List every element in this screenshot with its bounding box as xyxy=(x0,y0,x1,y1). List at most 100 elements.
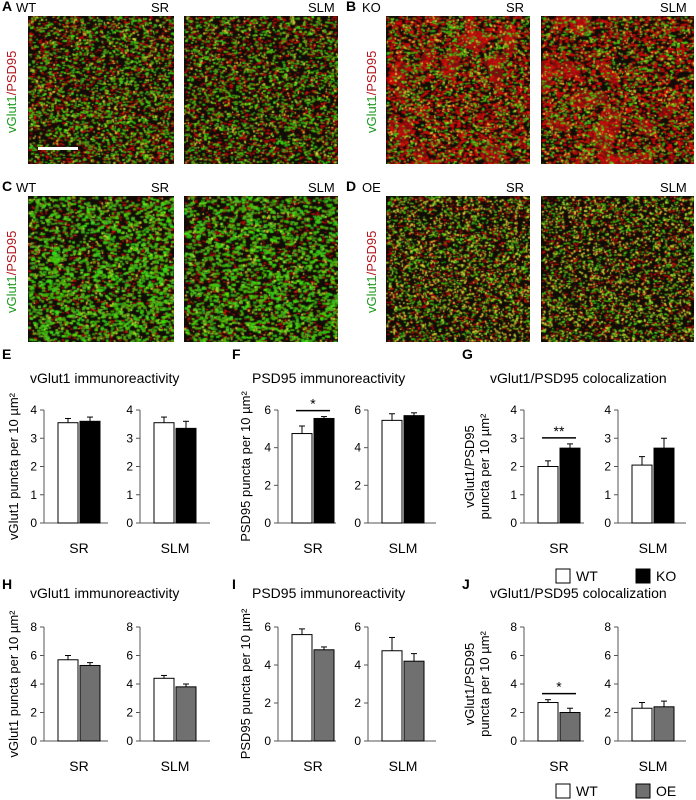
bar-h-1-1 xyxy=(175,686,197,742)
y-tick-label-h: 6 xyxy=(126,649,133,663)
bar-i-0-1 xyxy=(313,649,335,742)
micrograph-a-slm xyxy=(184,16,338,164)
panel-letter-b: B xyxy=(346,0,357,14)
x-group-label-j-0: SR xyxy=(549,758,568,774)
y-axis-label-g: vGlut1/PSD95 xyxy=(462,425,477,507)
y-tick-label-f: 6 xyxy=(264,403,271,417)
y-axis-label-h: vGlut1 puncta per 10 µm² xyxy=(6,610,21,758)
bar-j-0-0 xyxy=(537,702,559,742)
bar-g-1-0 xyxy=(631,464,653,524)
legend-label-ko: KO xyxy=(656,568,676,584)
y-tick-label-h: 4 xyxy=(126,677,133,691)
y-tick-label-f: 0 xyxy=(354,516,361,530)
y-tick-label-j: 0 xyxy=(604,734,611,748)
chart-title-f: PSD95 immunoreactivity xyxy=(252,370,405,386)
y-tick-label-i: 2 xyxy=(354,696,361,710)
bar-j-1-0 xyxy=(631,707,653,742)
significance-marker-f: * xyxy=(310,396,316,412)
y-tick-label-e: 0 xyxy=(126,516,133,530)
y-tick-label-i: 0 xyxy=(354,734,361,748)
y-tick-label-f: 6 xyxy=(354,403,361,417)
scale-bar xyxy=(38,147,78,150)
bar-e-1-0 xyxy=(153,422,175,524)
y-axis-label-f: PSD95 puncta per 10 µm² xyxy=(238,391,253,542)
y-tick-label-g: 4 xyxy=(510,403,517,417)
y-tick-label-j: 8 xyxy=(510,620,517,634)
y-tick-label-g: 0 xyxy=(604,516,611,530)
bar-i-1-1 xyxy=(403,660,425,742)
chart-title-j: vGlut1/PSD95 colocalization xyxy=(490,585,667,601)
y-tick-label-h: 0 xyxy=(30,734,37,748)
panel-letter-d: D xyxy=(346,178,357,194)
y-tick-label-e: 3 xyxy=(126,431,133,445)
x-group-label-j-1: SLM xyxy=(639,758,668,774)
y-tick-label-f: 4 xyxy=(354,441,361,455)
x-group-label-i-0: SR xyxy=(303,758,322,774)
x-group-label-f-1: SLM xyxy=(389,540,418,556)
micrograph-d-slm xyxy=(541,196,694,342)
legend-swatch-ko xyxy=(635,568,651,584)
y-tick-label-h: 4 xyxy=(30,677,37,691)
y-axis-label-e: vGlut1 puncta per 10 µm² xyxy=(6,392,21,540)
y-tick-label-e: 1 xyxy=(126,488,133,502)
y-tick-label-j: 4 xyxy=(604,677,611,691)
bar-f-0-1 xyxy=(313,417,335,524)
panel-c-genotype: WT xyxy=(16,180,37,195)
legend-swatch-wt-oe xyxy=(555,783,571,799)
y-tick-label-i: 4 xyxy=(354,658,361,672)
y-tick-label-g: 2 xyxy=(604,460,611,474)
bar-g-1-1 xyxy=(653,447,675,524)
y-tick-label-g: 1 xyxy=(510,488,517,502)
chart-letter-h: H xyxy=(2,576,12,592)
micrograph-b-sr xyxy=(386,16,530,164)
panel-a-genotype: WT xyxy=(16,0,37,15)
panel-letter-a: A xyxy=(2,0,13,14)
chart-title-h: vGlut1 immunoreactivity xyxy=(30,585,179,601)
y-axis-label-j: vGlut1/PSD95 xyxy=(462,643,477,725)
panel-c-region-left: SR xyxy=(151,180,170,195)
panel-b-region-left: SR xyxy=(506,0,525,15)
y-tick-label-j: 2 xyxy=(510,706,517,720)
panel-d-region-right: SLM xyxy=(660,180,687,195)
y-axis-label-j: puncta per 10 µm² xyxy=(477,630,492,736)
x-group-label-h-0: SR xyxy=(69,758,88,774)
y-tick-label-e: 1 xyxy=(30,488,37,502)
y-tick-label-j: 6 xyxy=(510,649,517,663)
y-tick-label-h: 2 xyxy=(30,706,37,720)
x-group-label-g-1: SLM xyxy=(639,540,668,556)
bar-f-0-0 xyxy=(291,433,313,524)
y-tick-label-h: 8 xyxy=(30,620,37,634)
y-tick-label-e: 0 xyxy=(30,516,37,530)
micrograph-c-sr xyxy=(28,196,174,342)
bar-j-0-1 xyxy=(559,712,581,742)
bar-j-1-1 xyxy=(653,706,675,742)
chart-letter-e: E xyxy=(2,346,11,362)
y-tick-label-e: 2 xyxy=(30,460,37,474)
y-tick-label-e: 4 xyxy=(30,403,37,417)
legend-label-wt-oe: WT xyxy=(576,783,598,799)
bar-f-1-0 xyxy=(381,419,403,524)
y-tick-label-g: 2 xyxy=(510,460,517,474)
y-tick-label-f: 4 xyxy=(264,441,271,455)
bar-i-0-0 xyxy=(291,634,313,742)
y-tick-label-g: 0 xyxy=(510,516,517,530)
y-tick-label-i: 2 xyxy=(264,696,271,710)
x-group-label-i-1: SLM xyxy=(389,758,418,774)
bar-e-0-0 xyxy=(57,422,79,524)
panel-c-region-right: SLM xyxy=(308,180,335,195)
bar-g-0-0 xyxy=(537,466,559,524)
legend-swatch-oe xyxy=(635,783,651,799)
y-tick-label-e: 3 xyxy=(30,431,37,445)
y-tick-label-e: 4 xyxy=(126,403,133,417)
bar-i-1-0 xyxy=(381,650,403,742)
legend-label-wt: WT xyxy=(576,568,598,584)
panel-letter-c: C xyxy=(2,178,13,194)
x-group-label-f-0: SR xyxy=(303,540,322,556)
y-tick-label-h: 6 xyxy=(30,649,37,663)
y-tick-label-g: 3 xyxy=(604,431,611,445)
y-tick-label-i: 0 xyxy=(264,734,271,748)
y-tick-label-e: 2 xyxy=(126,460,133,474)
bar-h-0-0 xyxy=(57,659,79,742)
x-group-label-h-1: SLM xyxy=(161,758,190,774)
panel-b-region-right: SLM xyxy=(660,0,687,15)
